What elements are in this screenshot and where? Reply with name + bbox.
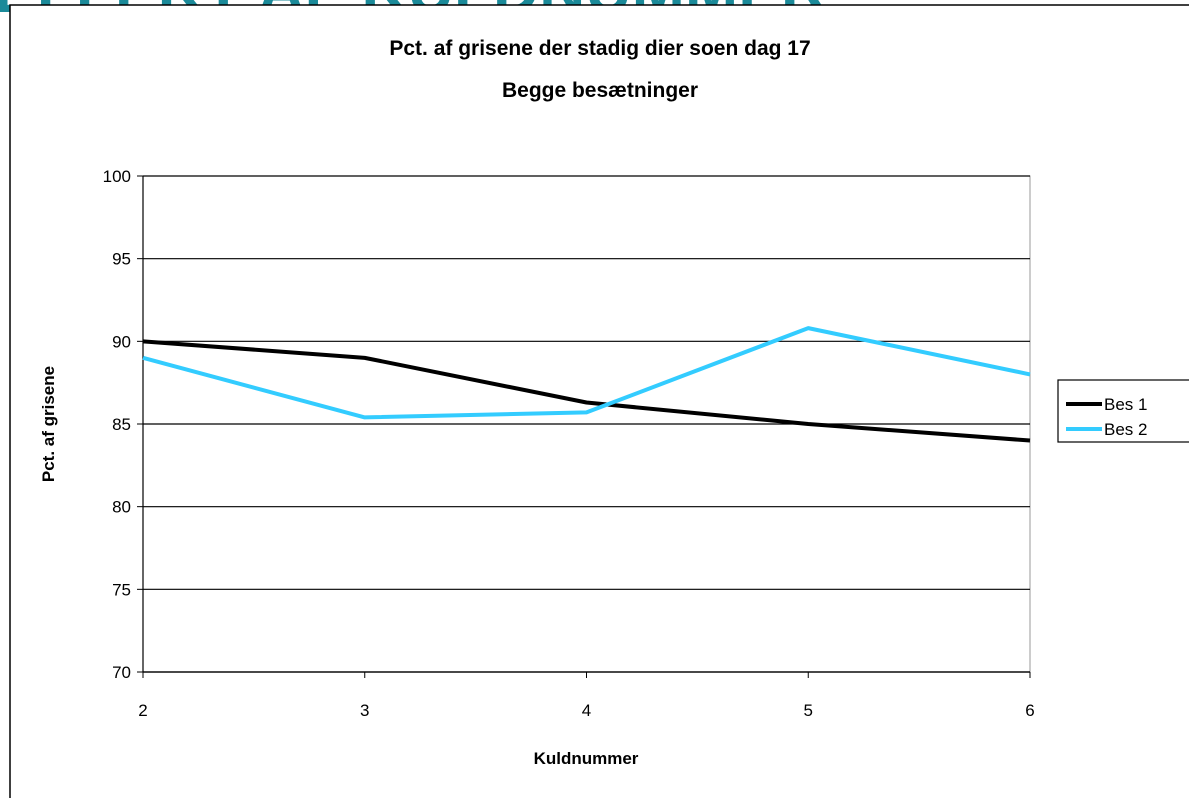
y-tick-label: 100 bbox=[103, 167, 131, 186]
series-line bbox=[142, 326, 1031, 420]
y-tick-label: 85 bbox=[112, 415, 131, 434]
y-tick-label: 75 bbox=[112, 580, 131, 599]
legend-label: Bes 2 bbox=[1104, 420, 1147, 439]
chart-subtitle: Begge besætninger bbox=[502, 79, 698, 102]
x-tick-label: 5 bbox=[804, 701, 813, 720]
x-tick-label: 6 bbox=[1025, 701, 1034, 720]
legend-box bbox=[1057, 379, 1189, 443]
y-tick-label: 95 bbox=[112, 250, 131, 269]
x-tick-label: 4 bbox=[582, 701, 591, 720]
chart-title: Pct. af grisene der stadig dier soen dag… bbox=[389, 37, 810, 60]
x-tick-label: 3 bbox=[360, 701, 369, 720]
y-axis-label: Pct. af grisene bbox=[39, 366, 58, 482]
x-axis-label: Kuldnummer bbox=[534, 749, 639, 768]
y-tick-label: 80 bbox=[112, 498, 131, 517]
series-line bbox=[142, 339, 1031, 443]
y-tick-label: 70 bbox=[112, 663, 131, 682]
y-tick-label: 90 bbox=[112, 332, 131, 351]
chart-frame bbox=[9, 4, 1189, 798]
x-tick-label: 2 bbox=[138, 701, 147, 720]
legend-label: Bes 1 bbox=[1104, 395, 1147, 414]
